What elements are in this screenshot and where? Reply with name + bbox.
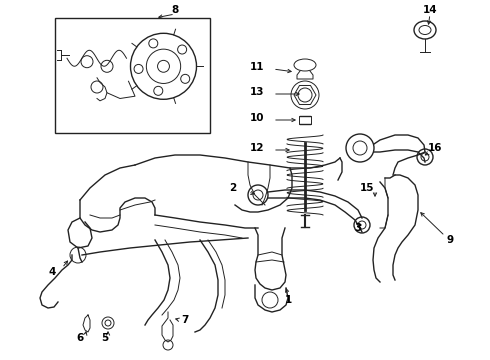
Text: 9: 9 — [446, 235, 454, 245]
Text: 7: 7 — [181, 315, 189, 325]
Text: 13: 13 — [250, 87, 264, 97]
Text: 15: 15 — [360, 183, 374, 193]
Text: 4: 4 — [49, 267, 56, 277]
Text: 10: 10 — [250, 113, 264, 123]
Text: 11: 11 — [250, 62, 264, 72]
Text: 6: 6 — [76, 333, 84, 343]
Text: 2: 2 — [229, 183, 237, 193]
Text: 16: 16 — [428, 143, 442, 153]
Text: 12: 12 — [250, 143, 264, 153]
Text: 3: 3 — [354, 223, 362, 233]
Text: 8: 8 — [172, 5, 179, 15]
Bar — [55, 18, 210, 133]
Text: 14: 14 — [423, 5, 437, 15]
Text: 1: 1 — [284, 295, 292, 305]
Text: 5: 5 — [101, 333, 109, 343]
